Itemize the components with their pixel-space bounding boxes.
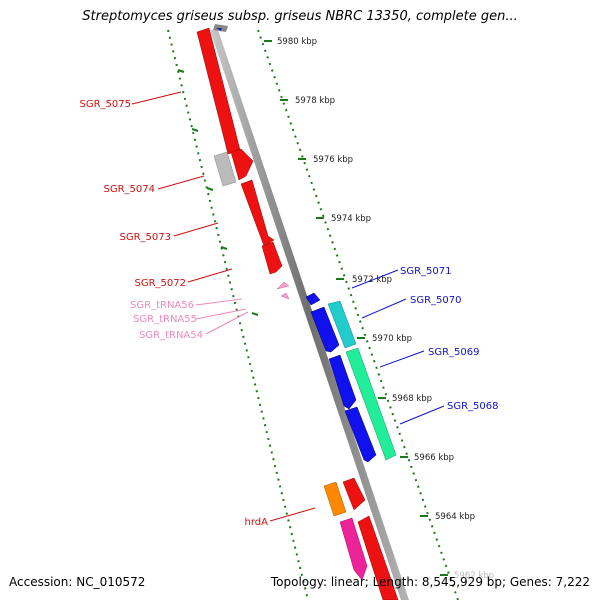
leader-sgr-5070 [361,298,407,319]
gene-sgr-5069[interactable] [328,354,357,410]
gene-forward-red-1[interactable] [342,477,366,511]
genome-backbone [210,30,409,600]
left-gene-labels: SGR_5075 SGR_5074 SGR_5073 SGR_5072 SGR_… [80,99,269,528]
gene-label-sgr-5069[interactable]: SGR_5069 [428,347,480,358]
right-gene-labels: SGR_5071 SGR_5070 SGR_5069 SGR_5068 [400,266,499,412]
left-major-ticks [177,69,259,316]
trna-genes [276,281,290,300]
gene-sgr-5069-green[interactable] [345,347,397,461]
left-major-tick [177,69,185,73]
left-major-tick [206,187,214,191]
right-leader-lines [351,269,445,425]
gene-label-sgr-5070[interactable]: SGR_5070 [410,295,462,306]
gene-sgr-5068[interactable] [344,406,377,463]
tick-label: 5980 kbp [277,37,317,47]
gene-sgr-5074[interactable] [230,148,254,181]
gene-sgr-5071[interactable] [305,292,321,306]
leader-sgr-5072 [187,268,233,283]
right-dotted-guide [257,29,459,600]
gene-sgr-5072[interactable] [261,241,283,275]
gene-label-trna54[interactable]: SGR_tRNA54 [139,330,203,341]
gene-label-sgr-5068[interactable]: SGR_5068 [447,401,499,412]
left-major-tick [251,312,259,316]
trna-55[interactable] [280,292,290,300]
tick-label: 5968 kbp [392,394,432,404]
gene-label-sgr-5075[interactable]: SGR_5075 [80,99,132,110]
gene-label-sgr-5071[interactable]: SGR_5071 [400,266,452,277]
gene-forward-red-2[interactable] [357,515,399,600]
tick-label: 5978 kbp [295,96,335,106]
leader-sgr-5071 [351,269,399,289]
reverse-genes [305,292,397,463]
tick-label: 5962 kbp [454,571,494,581]
trna-56[interactable] [276,281,290,290]
left-leader-lines [131,91,316,522]
tick-marks [264,40,448,576]
tick-label: 5964 kbp [435,512,475,522]
gene-label-trna55[interactable]: SGR_tRNA55 [133,314,197,325]
leader-sgr-5073 [173,222,219,237]
leader-trna55 [195,308,247,320]
axis-top-marker-blue [216,28,222,31]
leader-sgr-5069 [379,350,425,368]
leader-sgr-5075 [131,91,182,105]
gene-label-sgr-5072[interactable]: SGR_5072 [135,278,187,289]
gene-hrda[interactable] [323,481,347,517]
forward-genes [196,27,399,600]
map-title: Streptomyces griseus subsp. griseus NBRC… [82,9,518,24]
left-major-tick [220,246,228,250]
genome-axis [210,24,409,600]
leader-sgr-5068 [399,405,445,425]
gene-sgr-5074-gray[interactable] [213,151,237,187]
genome-summary: Topology: linear; Length: 8,545,929 bp; … [270,575,590,589]
gene-sgr-5073[interactable] [240,179,275,247]
tick-label: 5966 kbp [414,453,454,463]
gene-sgr-5070[interactable] [310,306,340,353]
gene-sgr-5070-cyan[interactable] [327,300,357,349]
leader-trna54 [205,311,249,335]
tick-label: 5970 kbp [372,334,412,344]
leader-trna56 [195,298,243,306]
accession-label: Accession: NC_010572 [9,575,146,589]
tick-label: 5976 kbp [313,155,353,165]
leader-hrda [269,507,316,522]
gene-label-trna56[interactable]: SGR_tRNA56 [130,300,194,311]
gene-label-hrda[interactable]: hrdA [245,517,269,528]
leader-sgr-5074 [157,175,205,190]
grid-layer [167,29,459,600]
gene-label-sgr-5073[interactable]: SGR_5073 [120,232,172,243]
gene-forward-pink[interactable] [339,517,368,581]
tick-label: 5974 kbp [331,214,371,224]
left-major-tick [191,128,199,132]
gene-label-sgr-5074[interactable]: SGR_5074 [104,184,156,195]
